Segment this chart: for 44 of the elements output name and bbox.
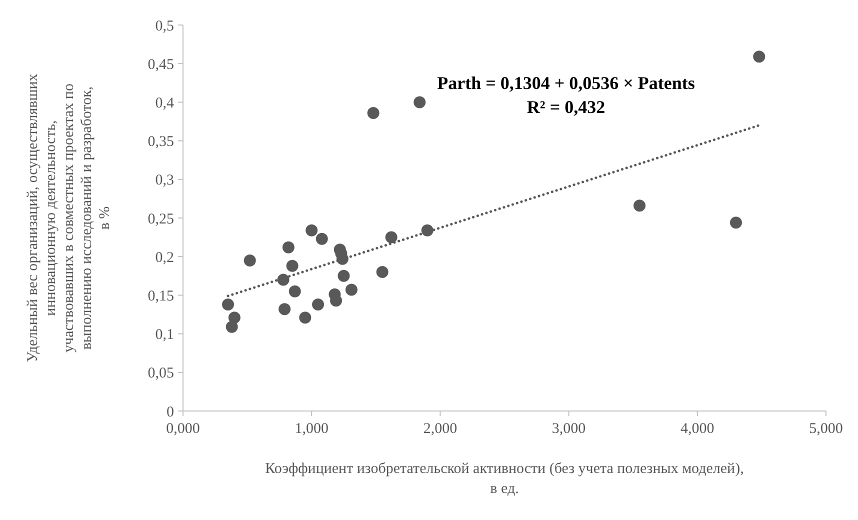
point [286,260,298,272]
point [730,216,742,229]
point [338,270,350,282]
point [634,200,646,212]
y-tick-label: 0,25 [148,211,174,228]
point [330,294,342,307]
y-tick-label: 0,35 [148,134,174,150]
point [288,285,301,298]
y-tick-label: 0,5 [155,18,174,34]
point [316,232,328,245]
y-tick-label: 0,05 [148,366,174,382]
x-tick-label: 4,000 [680,421,714,437]
point [345,284,358,296]
x-tick-label: 5,000 [809,421,843,437]
x-axis-title: Коэффициент изобретательской активности (без учета полезных моделей), в ед. [265,461,744,497]
annotation: R² = 0,432 [526,97,606,117]
point [299,312,312,324]
y-tick-label: 0,1 [155,327,174,344]
point [367,107,380,120]
y-tick-label: 0,15 [148,288,174,304]
x-tick-label: 2,000 [423,421,458,437]
point [278,303,291,316]
x-tick-label: 1,000 [294,421,328,437]
y-tick-label: 0,3 [155,172,174,189]
point [421,224,434,236]
y-tick-label: 0 [166,404,174,420]
point [226,320,238,333]
point [753,50,766,63]
y-tick-label: 0,45 [148,56,174,73]
y-tick-label: 0,4 [155,95,174,112]
y-axis-title: Удельный вес организаций, осуществлявших инновационную деятельность, участвовавших в совместных проектах по выполнению исследований и разработок, в % [25,73,113,362]
annotation: Parth = 0,1304 + 0,0536 × Patents [437,73,695,93]
point [385,231,398,244]
x-tick-label: 0,000 [166,421,200,437]
point [222,298,234,310]
point [282,241,294,254]
point [376,266,388,278]
point [228,312,240,324]
point [306,224,318,236]
point [244,254,256,266]
x-tick-label: 3,000 [552,421,586,437]
point [312,298,324,310]
point [414,96,426,108]
y-tick-label: 0,2 [155,250,174,266]
